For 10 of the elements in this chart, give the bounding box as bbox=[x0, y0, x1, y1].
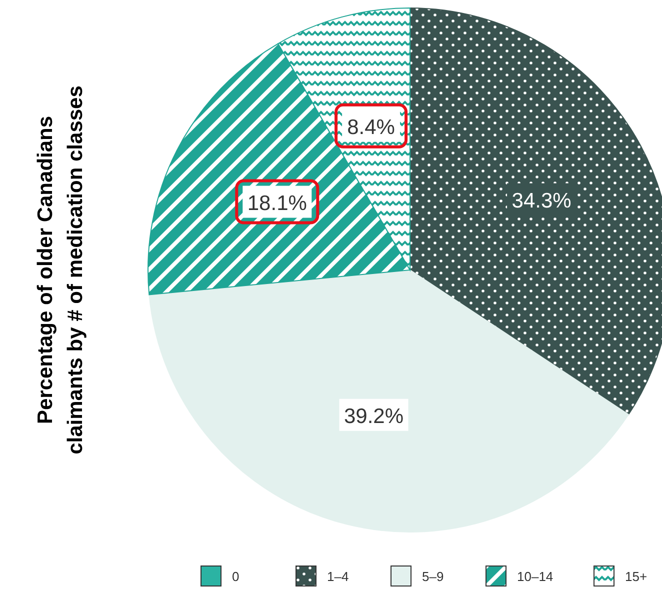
data-label: 39.2% bbox=[344, 404, 404, 428]
data-label: 8.4% bbox=[347, 116, 395, 139]
data-label: 34.3% bbox=[512, 189, 572, 212]
text: Percentage of older Canadians claimants by # of medication classes bbox=[34, 86, 87, 454]
data-label: 18.1% bbox=[247, 192, 307, 215]
legend-label: 15+ bbox=[625, 568, 648, 584]
legend-label: 1–4 bbox=[327, 568, 349, 584]
legend-label: 10–14 bbox=[517, 568, 554, 584]
legend-label: 5–9 bbox=[422, 568, 444, 584]
legend-label: 0 bbox=[232, 568, 240, 584]
